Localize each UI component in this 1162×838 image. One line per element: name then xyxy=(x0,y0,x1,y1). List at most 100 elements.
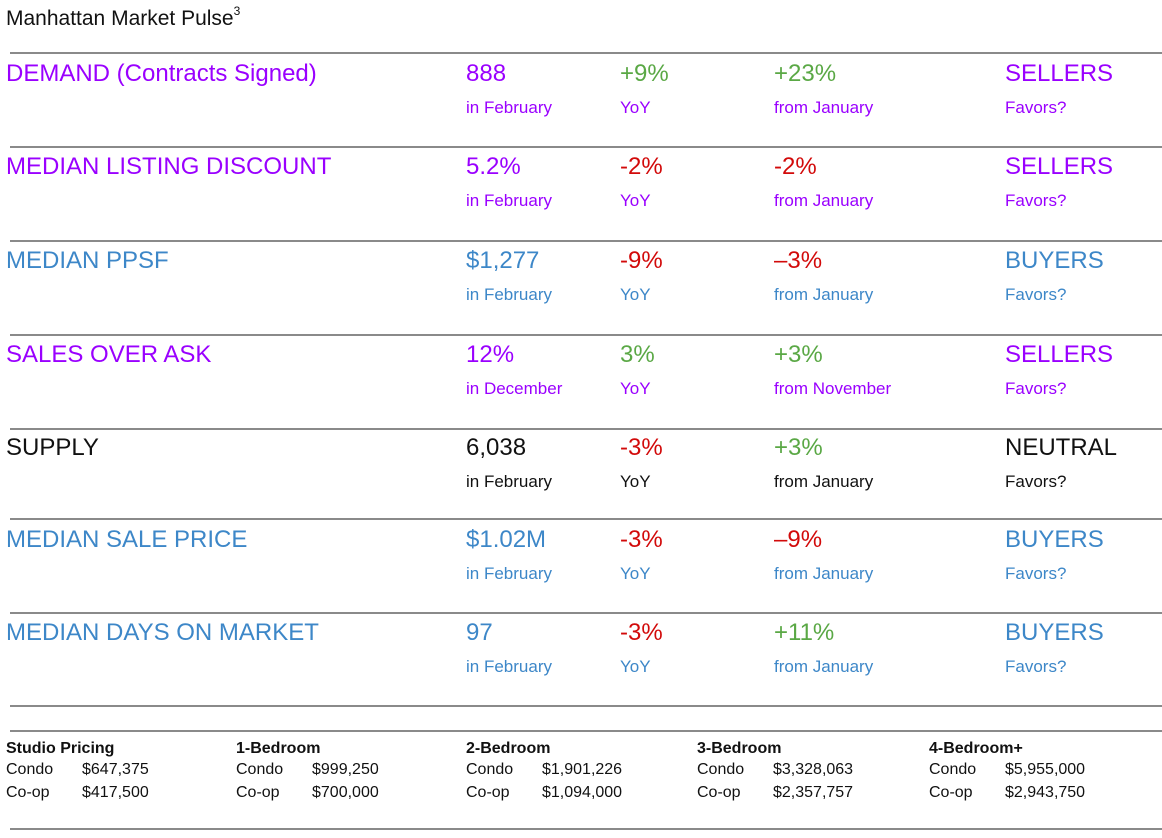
metric-row: MEDIAN PPSF $1,277 in February -9% YoY –3% fro… xyxy=(0,238,1162,330)
pricing-heading: Studio Pricing xyxy=(6,740,115,757)
metric-yoy-label: YoY xyxy=(620,98,651,117)
metric-favors: NEUTRAL xyxy=(1005,434,1118,461)
metric-period-change-label: from January xyxy=(774,657,874,676)
metric-period-change-label: from November xyxy=(774,379,892,398)
property-type: Co-op xyxy=(466,784,510,801)
row-divider xyxy=(10,705,1162,707)
metric-favors-label: Favors? xyxy=(1005,564,1067,583)
metric-period: in December xyxy=(466,379,563,398)
metric-favors-label: Favors? xyxy=(1005,98,1067,117)
metric-label: SALES OVER ASK xyxy=(6,341,212,368)
metric-yoy-change: 3% xyxy=(620,341,655,368)
metric-period: in February xyxy=(466,98,552,117)
metric-favors: SELLERS xyxy=(1005,60,1114,87)
pricing-bottom-divider xyxy=(10,828,1162,830)
metric-value: 12% xyxy=(466,341,515,368)
metric-yoy-label: YoY xyxy=(620,657,651,676)
pricing-column: 2-Bedroom Condo $1,901,226 Co-op $1,094,000 xyxy=(466,740,686,807)
metric-favors: SELLERS xyxy=(1005,341,1114,368)
pricing-row: Co-op $1,094,000 xyxy=(466,784,686,807)
median-price: $1,094,000 xyxy=(542,784,623,801)
metric-favors: SELLERS xyxy=(1005,153,1114,180)
property-type: Condo xyxy=(6,761,54,778)
pricing-heading: 1-Bedroom xyxy=(236,740,321,757)
median-price: $2,943,750 xyxy=(1005,784,1086,801)
metric-favors-label: Favors? xyxy=(1005,379,1067,398)
metric-value: 5.2% xyxy=(466,153,521,180)
pricing-heading: 2-Bedroom xyxy=(466,740,551,757)
metric-value: 6,038 xyxy=(466,434,527,461)
metric-label: MEDIAN SALE PRICE xyxy=(6,526,248,553)
property-type: Condo xyxy=(236,761,284,778)
metric-period-change: +3% xyxy=(774,434,823,461)
metric-yoy-change: -3% xyxy=(620,526,663,553)
pricing-heading: 3-Bedroom xyxy=(697,740,782,757)
property-type: Co-op xyxy=(697,784,741,801)
metric-period-change: +11% xyxy=(774,619,835,646)
metric-period-change-label: from January xyxy=(774,472,874,491)
metric-yoy-change: -9% xyxy=(620,247,663,274)
median-price: $3,328,063 xyxy=(773,761,854,778)
metric-favors: BUYERS xyxy=(1005,619,1104,646)
metric-yoy-change: -3% xyxy=(620,619,663,646)
pricing-heading: 4-Bedroom+ xyxy=(929,740,1023,757)
property-type: Condo xyxy=(929,761,977,778)
metric-row: SUPPLY 6,038 in February -3% YoY +3% from Janu… xyxy=(0,425,1162,517)
pricing-row: Co-op $700,000 xyxy=(236,784,456,807)
metric-favors-label: Favors? xyxy=(1005,472,1067,491)
metric-row: MEDIAN LISTING DISCOUNT 5.2% in February -2… xyxy=(0,144,1162,236)
metric-period-change: –3% xyxy=(774,247,823,274)
metric-period-change: +23% xyxy=(774,60,837,87)
metric-period-change: +3% xyxy=(774,341,823,368)
metric-period-change-label: from January xyxy=(774,564,874,583)
median-price: $417,500 xyxy=(82,784,149,801)
pricing-column: Studio Pricing Condo $647,375 Co-op $417,500 xyxy=(6,740,226,807)
metric-row: MEDIAN DAYS ON MARKET 97 in February -3% YoY… xyxy=(0,610,1162,702)
pricing-row: Co-op $417,500 xyxy=(6,784,226,807)
metric-period: in February xyxy=(466,564,552,583)
metric-yoy-label: YoY xyxy=(620,285,651,304)
row-divider xyxy=(10,334,1162,336)
metric-favors-label: Favors? xyxy=(1005,657,1067,676)
metric-period-change-label: from January xyxy=(774,285,874,304)
row-divider xyxy=(10,146,1162,148)
metric-value: $1,277 xyxy=(466,247,540,274)
metric-label: MEDIAN DAYS ON MARKET xyxy=(6,619,319,646)
metric-yoy-change: -3% xyxy=(620,434,663,461)
row-divider xyxy=(10,240,1162,242)
metric-value: $1.02M xyxy=(466,526,547,553)
title-footnote-marker: 3 xyxy=(233,4,241,18)
property-type: Condo xyxy=(466,761,514,778)
metric-row: MEDIAN SALE PRICE $1.02M in February -3% YoY… xyxy=(0,517,1162,609)
pricing-row: Condo $3,328,063 xyxy=(697,761,917,784)
metric-period: in February xyxy=(466,657,552,676)
metric-period: in February xyxy=(466,191,552,210)
metric-period-change-label: from January xyxy=(774,98,874,117)
metric-value: 97 xyxy=(466,619,493,646)
median-price: $999,250 xyxy=(312,761,379,778)
median-price: $5,955,000 xyxy=(1005,761,1086,778)
metric-favors: BUYERS xyxy=(1005,247,1104,274)
row-divider xyxy=(10,518,1162,520)
median-price: $1,901,226 xyxy=(542,761,623,778)
metric-row: SALES OVER ASK 12% in December 3% YoY +3% from… xyxy=(0,332,1162,424)
property-type: Condo xyxy=(697,761,745,778)
pricing-row: Co-op $2,943,750 xyxy=(929,784,1149,807)
metric-favors-label: Favors? xyxy=(1005,285,1067,304)
metric-label: MEDIAN PPSF xyxy=(6,247,169,274)
metric-yoy-label: YoY xyxy=(620,472,651,491)
metric-label: DEMAND (Contracts Signed) xyxy=(6,60,317,87)
metric-period: in February xyxy=(466,285,552,304)
property-type: Co-op xyxy=(929,784,973,801)
metric-yoy-label: YoY xyxy=(620,379,651,398)
row-divider xyxy=(10,52,1162,54)
page-title: Manhattan Market Pulse3 xyxy=(6,4,241,31)
row-divider xyxy=(10,612,1162,614)
title-text: Manhattan Market Pulse xyxy=(6,7,234,30)
pricing-row: Condo $647,375 xyxy=(6,761,226,784)
metric-row: DEMAND (Contracts Signed) 888 in February +… xyxy=(0,51,1162,143)
metric-yoy-label: YoY xyxy=(620,191,651,210)
pricing-top-divider xyxy=(10,730,1162,732)
metric-period-change: –9% xyxy=(774,526,823,553)
property-type: Co-op xyxy=(6,784,50,801)
